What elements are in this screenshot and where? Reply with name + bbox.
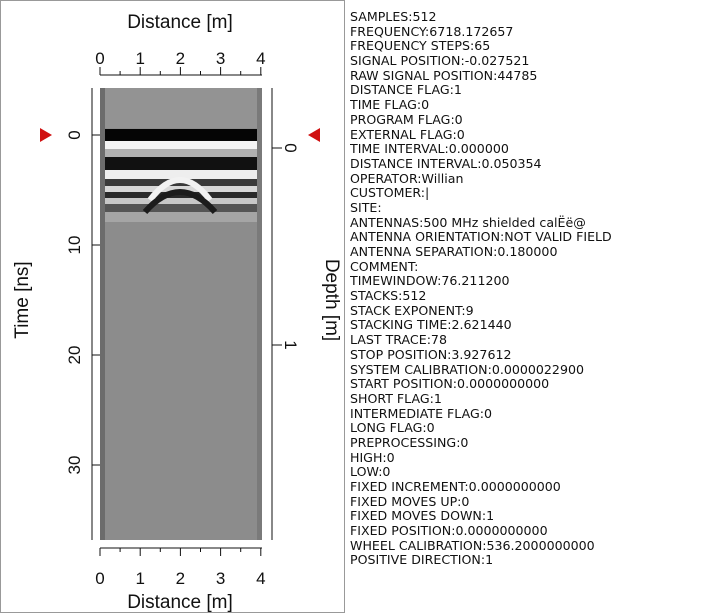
bottom-tick-label: 1 <box>135 569 144 588</box>
header-line: ANTENNA SEPARATION:0.180000 <box>350 244 558 259</box>
top-axis-label: Distance [m] <box>127 12 233 33</box>
top-tick-label: 0 <box>95 49 104 68</box>
marker-left <box>40 128 52 142</box>
header-line: STOP POSITION:3.927612 <box>350 346 512 362</box>
header-line: FREQUENCY STEPS:65 <box>350 38 491 54</box>
header-line: FIXED MOVES UP:0 <box>350 493 470 509</box>
header-line: LAST TRACE:78 <box>350 332 447 348</box>
header-line: EXTERNAL FLAG:0 <box>350 126 465 142</box>
header-line: TIME INTERVAL:0.000000 <box>350 141 509 157</box>
header-line: HIGH:0 <box>350 449 395 465</box>
bottom-tick-label: 3 <box>216 569 225 588</box>
top-tick-label: 3 <box>216 49 225 68</box>
header-line: STACKING TIME:2.621440 <box>350 317 512 333</box>
header-line: SAMPLES:512 <box>350 10 437 24</box>
header-line: ANTENNAS:500 MHz shielded calËë@ <box>350 214 586 230</box>
header-line: COMMENT: <box>350 258 419 274</box>
header-line: RAW SIGNAL POSITION:44785 <box>350 67 538 83</box>
header-line: SIGNAL POSITION:-0.027521 <box>350 53 530 69</box>
header-text: SAMPLES:512 FREQUENCY:6718.172657 FREQUENC… <box>350 10 718 568</box>
header-line: DISTANCE FLAG:1 <box>350 82 462 98</box>
header-line: PREPROCESSING:0 <box>350 434 469 450</box>
top-tick-label: 4 <box>256 49 265 68</box>
header-line: WHEEL CALIBRATION:536.2000000000 <box>350 537 595 553</box>
header-line: OPERATOR:Willian <box>350 170 464 186</box>
header-line: TIME FLAG:0 <box>350 97 430 113</box>
header-line: LONG FLAG:0 <box>350 420 435 436</box>
depth-tick-label: 1 <box>281 340 300 349</box>
header-line: SITE: <box>350 199 382 215</box>
header-line: STACKS:512 <box>350 288 427 304</box>
header-line: DISTANCE INTERVAL:0.050354 <box>350 155 542 171</box>
header-line: STACK EXPONENT:9 <box>350 302 474 318</box>
bottom-axis-label: Distance [m] <box>127 592 233 613</box>
header-line: FREQUENCY:6718.172657 <box>350 23 514 39</box>
left-axis-label: Time [ns] <box>12 261 33 338</box>
top-tick-label: 1 <box>135 49 144 68</box>
header-line: INTERMEDIATE FLAG:0 <box>350 405 493 421</box>
time-tick-label: 20 <box>65 346 84 365</box>
bottom-tick-label: 0 <box>95 569 104 588</box>
header-line: SHORT FLAG:1 <box>350 390 442 406</box>
header-line: FIXED POSITION:0.0000000000 <box>350 523 548 539</box>
header-line: START POSITION:0.0000000000 <box>350 376 550 392</box>
header-line: SYSTEM CALIBRATION:0.0000022900 <box>350 361 584 377</box>
header-line: PROGRAM FLAG:0 <box>350 111 463 127</box>
depth-tick-label: 0 <box>281 143 300 152</box>
time-tick-label: 10 <box>65 236 84 255</box>
radargram-image <box>100 88 262 540</box>
right-axis-label: Depth [m] <box>321 259 342 341</box>
header-line: FIXED MOVES DOWN:1 <box>350 508 495 524</box>
time-tick-label: 0 <box>65 130 84 139</box>
top-tick-label: 2 <box>176 49 185 68</box>
bottom-tick-label: 4 <box>256 569 265 588</box>
time-tick-label: 30 <box>65 456 84 475</box>
header-line: POSITIVE DIRECTION:1 <box>350 552 494 568</box>
radargram-panel: Distance [m] Distance [m] Time [ns] Dept… <box>0 0 345 613</box>
header-line: LOW:0 <box>350 464 391 480</box>
bottom-tick-label: 2 <box>176 569 185 588</box>
header-line: ANTENNA ORIENTATION:NOT VALID FIELD <box>350 229 612 245</box>
header-line: CUSTOMER:| <box>350 185 430 201</box>
marker-right <box>308 128 320 142</box>
header-line: FIXED INCREMENT:0.0000000000 <box>350 479 561 494</box>
header-line: TIMEWINDOW:76.211200 <box>350 273 510 289</box>
